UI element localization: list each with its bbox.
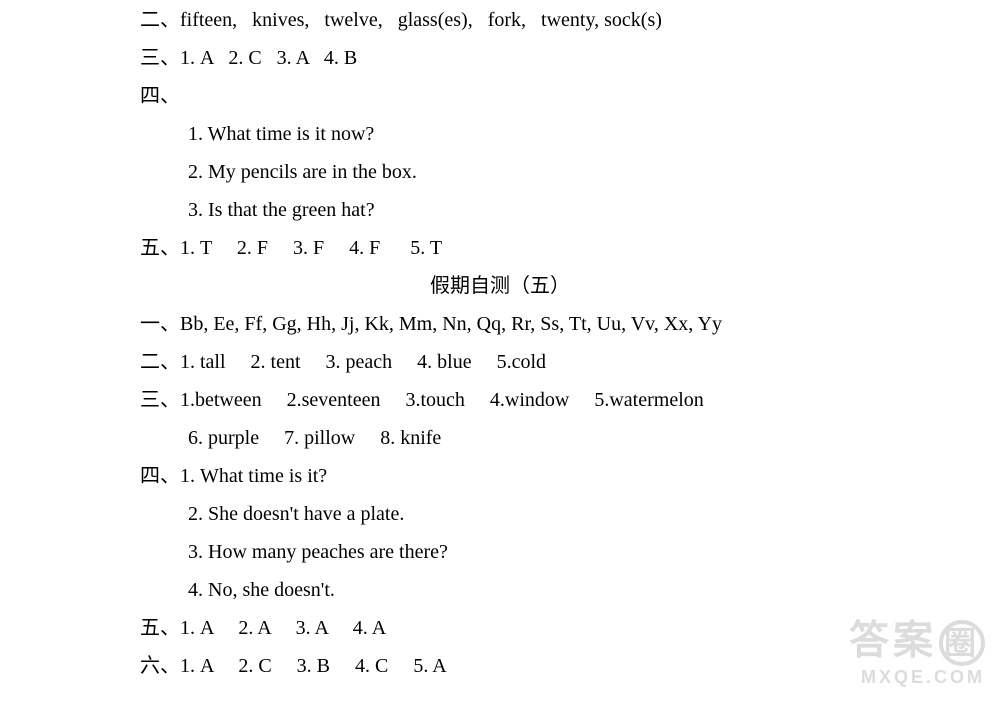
line-test5-section4-q3: 3. How many peaches are there? xyxy=(140,542,1000,562)
line-test5-section4-q4: 4. No, she doesn't. xyxy=(140,580,1000,600)
line-section4-q3: 3. Is that the green hat? xyxy=(140,200,1000,220)
line-test5-section2: 二、1. tall 2. tent 3. peach 4. blue 5.col… xyxy=(140,352,1000,372)
line-section2-words: 二、fifteen, knives, twelve, glass(es), fo… xyxy=(140,10,1000,30)
line-section4-header: 四、 xyxy=(140,86,1000,106)
line-test5-section3b: 6. purple 7. pillow 8. knife xyxy=(140,428,1000,448)
test-title: 假期自测（五） xyxy=(140,276,860,296)
watermark-zh: 答案圈 xyxy=(849,620,985,666)
line-section3-answers: 三、1. A 2. C 3. A 4. B xyxy=(140,48,1000,68)
watermark-zh-text: 答案 xyxy=(849,618,937,662)
line-test5-section4-q2: 2. She doesn't have a plate. xyxy=(140,504,1000,524)
watermark-zh-circle: 圈 xyxy=(939,620,985,666)
watermark: 答案圈 MXQE.COM xyxy=(849,620,985,689)
line-section5-answers: 五、1. T 2. F 3. F 4. F 5. T xyxy=(140,238,1000,258)
line-test5-section4-q1: 四、1. What time is it? xyxy=(140,466,1000,486)
line-test5-section3a: 三、1.between 2.seventeen 3.touch 4.window… xyxy=(140,390,1000,410)
watermark-url: MXQE.COM xyxy=(849,666,985,689)
line-section4-q1: 1. What time is it now? xyxy=(140,124,1000,144)
line-test5-section1: 一、Bb, Ee, Ff, Gg, Hh, Jj, Kk, Mm, Nn, Qq… xyxy=(140,314,1000,334)
line-section4-q2: 2. My pencils are in the box. xyxy=(140,162,1000,182)
